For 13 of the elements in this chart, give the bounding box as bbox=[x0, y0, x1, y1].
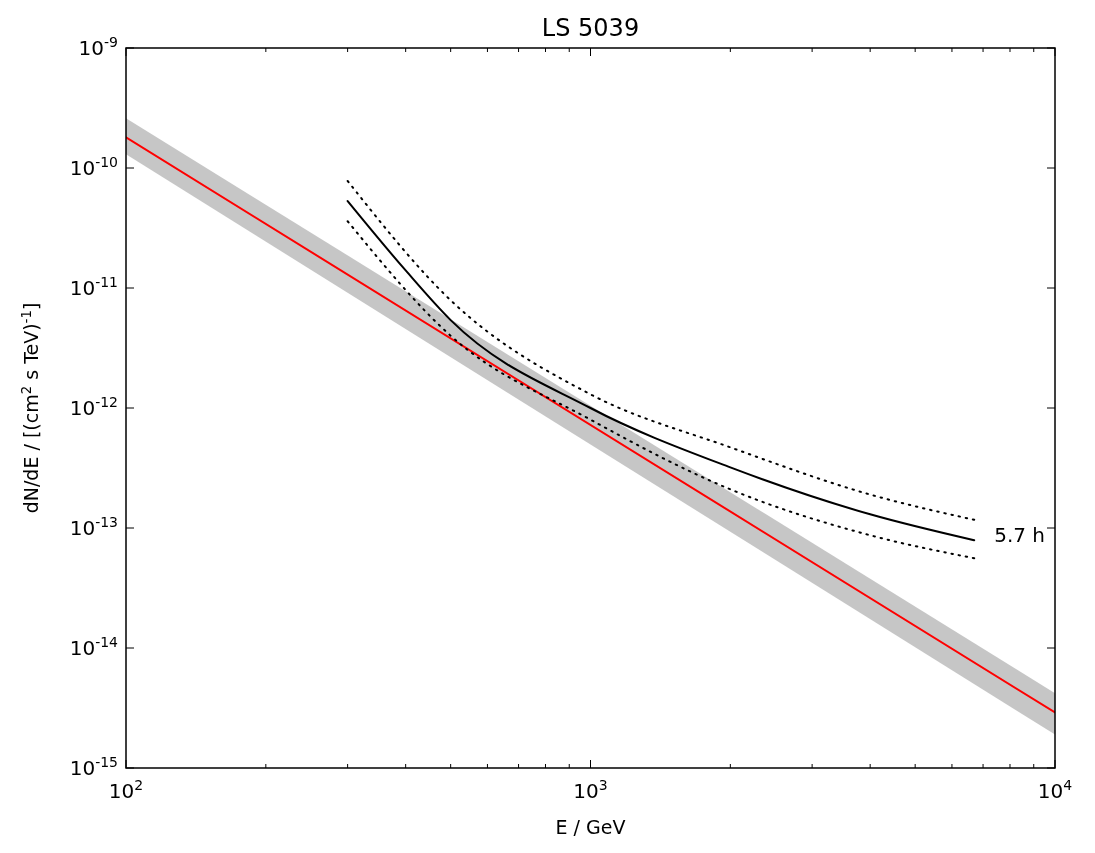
y-tick-label: 10$^{-14}$ bbox=[69, 634, 119, 660]
y-tick-label: 10$^{-9}$ bbox=[78, 34, 118, 60]
y-tick-label: 10$^{-12}$ bbox=[69, 394, 118, 420]
y-tick-label: 10$^{-10}$ bbox=[69, 154, 118, 180]
x-tick-label: 10$^{3}$ bbox=[573, 777, 608, 803]
chart-title: LS 5039 bbox=[541, 14, 640, 42]
x-tick-label: 10$^{2}$ bbox=[108, 777, 144, 803]
y-tick-label: 10$^{-15}$ bbox=[69, 754, 118, 780]
annotation: 5.7 h bbox=[994, 523, 1046, 548]
y-tick-label: 10$^{-13}$ bbox=[69, 514, 118, 540]
y-tick-label: 10$^{-11}$ bbox=[69, 274, 118, 300]
x-tick-label: 10$^{4}$ bbox=[1037, 777, 1073, 803]
x-axis-title: E / GeV bbox=[555, 816, 626, 838]
